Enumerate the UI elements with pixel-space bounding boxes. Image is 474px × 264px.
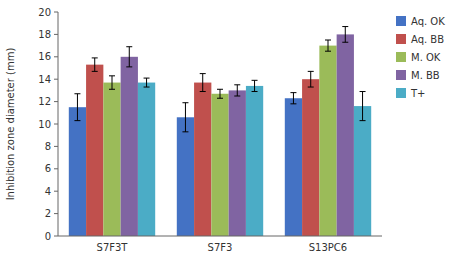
bars [69,27,371,236]
legend-swatch [396,52,406,62]
y-tick-label: 0 [45,231,51,242]
y-axis-line [58,12,59,236]
error-bar [109,76,115,89]
legend-swatch [396,88,406,98]
y-tick-label: 8 [45,141,51,152]
y-tick [54,101,58,102]
bar [86,65,103,236]
x-tick-label: S7F3 [208,242,233,253]
legend-swatch [396,70,406,80]
chart: 0 2 4 6 8 10 12 14 16 18 20 Inhibition zone diamete… [0,0,474,264]
legend-label: Aq. BB [411,34,444,45]
bar [285,98,302,236]
bar [354,106,371,236]
bar [319,46,336,236]
bar [121,57,138,236]
y-tick [54,12,58,13]
x-axis: S7F3T S7F3 S13PC6 [58,236,382,253]
y-tick [54,213,58,214]
legend: Aq. OK Aq. BB M. OK M. BB T+ [396,16,445,99]
y-tick-label: 12 [38,96,51,107]
bar [229,90,246,236]
x-tick-label: S13PC6 [309,242,347,253]
error-bar [290,93,296,104]
y-tick [54,56,58,57]
y-tick-label: 18 [38,29,51,40]
x-tick-label: S7F3T [97,242,129,253]
error-bar [308,71,314,87]
y-tick [54,124,58,125]
error-bar [74,94,80,121]
bar [337,34,354,236]
bar [177,117,194,236]
legend-swatch [396,34,406,44]
y-axis: 0 2 4 6 8 10 12 14 16 18 20 [38,7,58,242]
y-tick-label: 20 [38,7,51,18]
error-bar [126,47,132,67]
y-tick-label: 14 [38,74,51,85]
legend-swatch [396,16,406,26]
y-tick-label: 4 [45,186,51,197]
error-bar [342,27,348,43]
y-tick-label: 10 [38,119,51,130]
bar [69,107,86,236]
y-tick [54,168,58,169]
y-axis-label: Inhibition zone diameter (mm) [5,48,16,201]
error-bar [217,89,223,98]
y-tick [54,79,58,80]
error-bar [325,40,331,51]
error-bar [144,78,150,87]
y-tick-label: 2 [45,208,51,219]
error-bar [182,103,188,132]
bar [246,86,263,236]
legend-label: T+ [410,88,426,99]
bar [194,83,211,236]
bar [103,83,120,236]
error-bar [92,58,98,71]
error-bar [234,85,240,96]
y-tick-label: 16 [38,51,51,62]
y-tick [54,146,58,147]
error-bar [252,80,258,91]
bar [302,79,319,236]
legend-label: Aq. OK [411,16,445,27]
error-bar [200,74,206,92]
y-tick [54,34,58,35]
x-axis-line [58,236,382,237]
y-tick-label: 6 [45,163,51,174]
error-bar [360,92,366,121]
bar [211,94,228,236]
legend-label: M. OK [411,52,441,63]
y-tick [54,236,58,237]
bar [138,83,155,236]
y-tick [54,191,58,192]
legend-label: M. BB [411,70,440,81]
